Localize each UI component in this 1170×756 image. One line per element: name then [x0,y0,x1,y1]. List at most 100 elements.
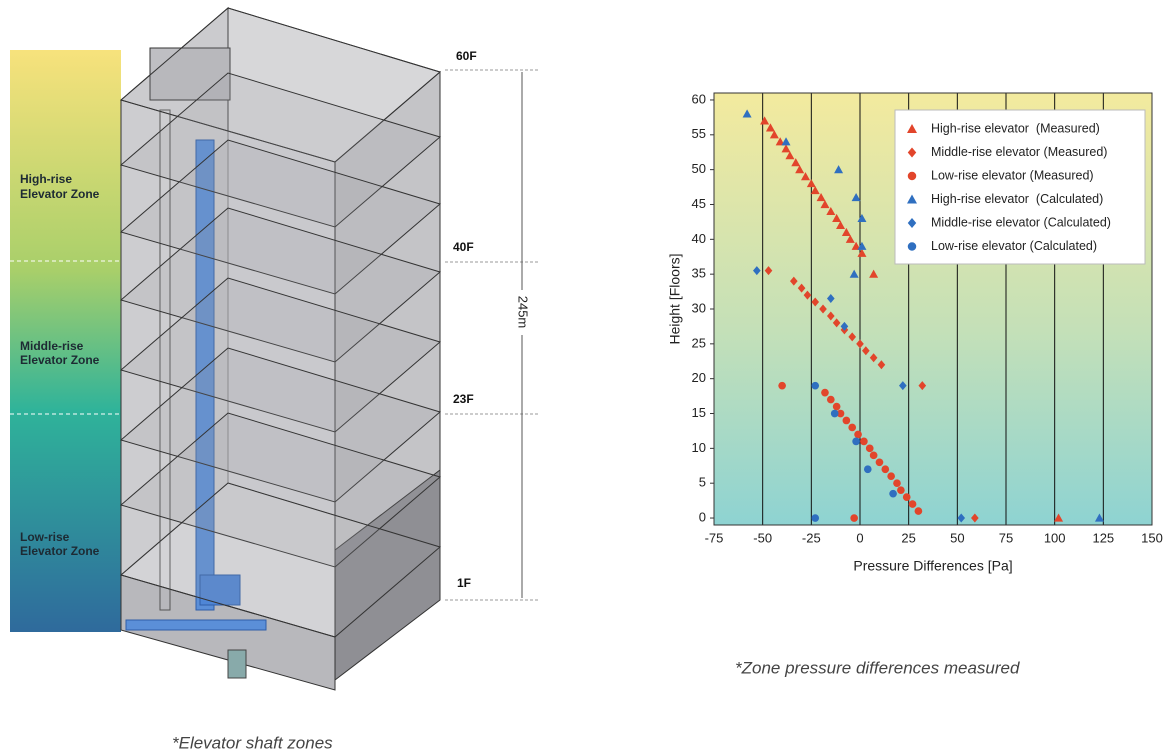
legend-label: Low-rise elevator (Measured) [931,168,1094,182]
zone-label: Elevator Zone [20,353,100,367]
data-point [887,472,895,481]
floor-slab [119,207,442,363]
x-tick-label: 0 [856,530,863,545]
caption: *Zone pressure differences measured [735,658,1020,677]
x-tick-label: -25 [802,530,821,545]
floor-slab [119,139,442,295]
legend-label: High-rise elevator (Measured) [931,121,1100,135]
data-point [820,199,830,209]
floor-label: 1F [457,576,471,590]
legend-label: Middle-rise elevator (Calculated) [931,215,1111,229]
data-point [914,507,923,515]
x-tick-label: -75 [705,530,724,545]
floor-label: 23F [453,392,474,406]
data-point [806,179,816,188]
data-point [862,346,870,356]
x-tick-label: 75 [999,530,1013,545]
zone-label: Elevator Zone [20,544,100,558]
floor-label: 60F [456,49,477,63]
data-point [869,353,878,363]
zone-label: Middle-rise [20,339,84,353]
data-point [785,151,795,160]
data-point [753,266,761,276]
data-point [857,213,867,223]
data-point [849,269,859,278]
x-tick-label: 50 [950,530,964,545]
height-label: 245m [516,296,531,329]
y-tick-label: 35 [692,266,706,281]
data-point [775,137,785,146]
data-point [791,158,801,167]
data-point [856,339,864,349]
data-point [845,234,855,243]
y-tick-label: 10 [692,440,706,455]
data-point [830,409,839,418]
data-point [889,489,897,498]
y-tick-label: 15 [692,405,706,420]
data-point [1094,513,1104,522]
data-point [875,458,884,467]
floor-slabs [119,7,442,638]
data-point [826,395,835,404]
floor-slab [119,7,442,163]
data-point [897,486,905,494]
data-point [842,416,851,425]
data-point [781,144,791,153]
zone-label: High-rise [20,172,72,186]
y-tick-label: 55 [692,126,706,141]
data-point [826,311,835,321]
legend-marker [907,124,917,133]
data-point [869,269,879,278]
data-point [902,493,911,501]
legend-marker [907,242,917,251]
zone-bar [10,50,121,632]
legend-marker [907,171,917,181]
data-point [826,206,836,216]
legend-marker [907,194,917,204]
data-point [865,444,874,453]
floor-slab [119,72,442,228]
x-tick-label: 150 [1141,530,1163,545]
data-point [832,213,842,223]
data-point [764,266,773,276]
x-tick-label: -50 [753,530,772,545]
caption: *Elevator shaft zones [172,733,333,752]
legend-label: High-rise elevator (Calculated) [931,192,1103,206]
data-point [957,513,966,523]
data-point [857,241,867,250]
data-point [821,388,829,397]
data-point [834,165,844,174]
legend-marker [907,218,917,228]
data-point [765,123,775,132]
data-point [826,294,835,304]
y-axis-title: Height [Floors] [667,253,683,344]
data-point [811,381,820,390]
y-tick-label: 50 [692,161,706,176]
floor-slab [119,412,442,568]
data-point [857,248,867,257]
scatter-chart: -75 -50 -25 0 25 50 75 100 125 150 0 5 10 15 20 25 30 35 4… [667,91,1163,573]
data-point [851,193,861,202]
y-tick-label: 25 [692,335,706,350]
x-tick-label: 100 [1044,530,1066,545]
y-tick-label: 60 [692,91,706,106]
zone-label: Low-rise [20,530,70,544]
data-point [848,423,857,432]
legend-label: Low-rise elevator (Calculated) [931,239,1097,253]
data-point [1054,513,1064,522]
y-tick-label: 0 [699,509,706,524]
data-point [860,437,868,446]
data-point [850,514,858,522]
y-tick-label: 30 [692,300,706,315]
data-point [908,500,917,508]
height-label-bg [512,290,532,335]
data-point [832,402,841,411]
data-point [893,479,901,488]
data-point [877,360,886,370]
data-point [803,290,812,300]
y-tick-label: 45 [692,196,706,211]
data-point [797,283,806,293]
data-point [840,321,849,331]
